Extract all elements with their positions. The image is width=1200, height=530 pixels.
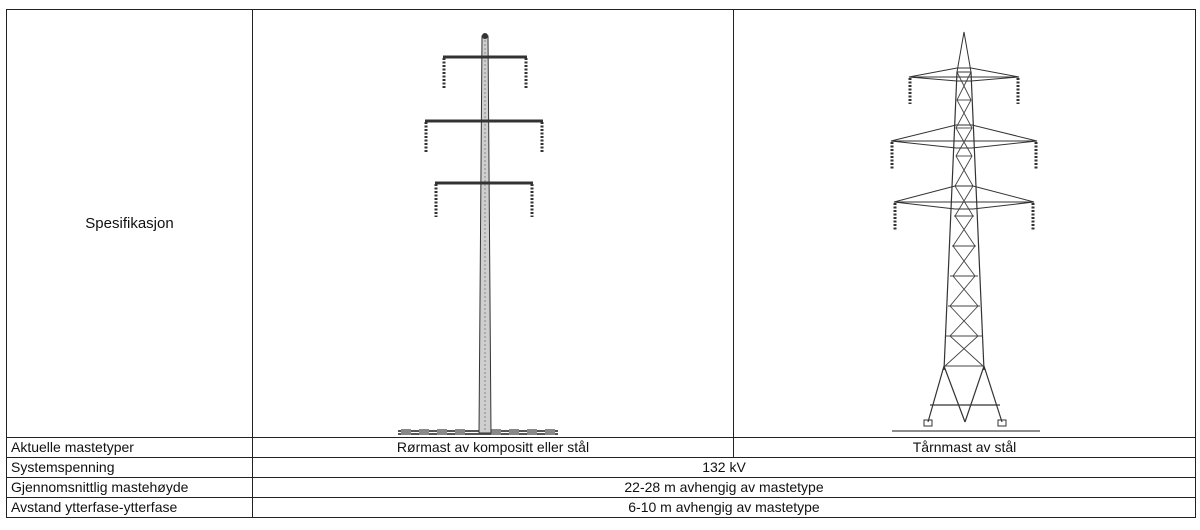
- table-row: Gjennomsnittlig mastehøyde 22-28 m avhen…: [6, 477, 1196, 498]
- row-value-tower: Tårnmast av stål: [733, 437, 1196, 458]
- table-row: Systemspenning 132 kV: [6, 457, 1196, 478]
- tubular-pole-illustration: [398, 33, 558, 435]
- table-row: Spesifikasjon: [6, 9, 1196, 438]
- row-value: 22-28 m avhengig av mastetype: [252, 477, 1196, 498]
- tower-image-cell: [733, 9, 1196, 438]
- pole-image-cell: [252, 9, 734, 438]
- table-row: Avstand ytterfase-ytterfase 6-10 m avhen…: [6, 497, 1196, 518]
- lattice-tower-illustration: [890, 31, 1040, 432]
- spec-heading-cell: Spesifikasjon: [6, 9, 253, 438]
- table-row: Aktuelle mastetyper Rørmast av kompositt…: [6, 437, 1196, 458]
- row-label: Avstand ytterfase-ytterfase: [6, 497, 253, 518]
- row-label: Aktuelle mastetyper: [6, 437, 253, 458]
- row-value-pole: Rørmast av kompositt eller stål: [252, 437, 734, 458]
- row-value: 6-10 m avhengig av mastetype: [252, 497, 1196, 518]
- row-label: Gjennomsnittlig mastehøyde: [6, 477, 253, 498]
- row-label: Systemspenning: [6, 457, 253, 478]
- spec-heading: Spesifikasjon: [85, 215, 174, 232]
- row-value: 132 kV: [252, 457, 1196, 478]
- specification-table: Spesifikasjon: [6, 9, 1196, 518]
